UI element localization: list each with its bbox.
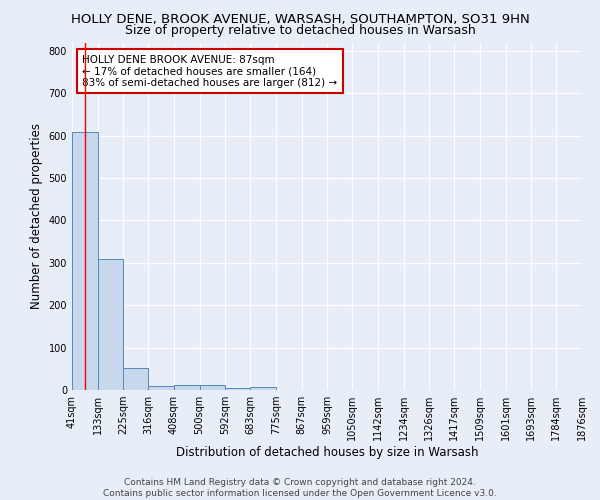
Text: HOLLY DENE BROOK AVENUE: 87sqm
← 17% of detached houses are smaller (164)
83% of: HOLLY DENE BROOK AVENUE: 87sqm ← 17% of … <box>82 54 337 88</box>
Bar <box>174 385 200 390</box>
Bar <box>123 368 148 390</box>
Bar <box>225 388 250 390</box>
Text: Contains HM Land Registry data © Crown copyright and database right 2024.
Contai: Contains HM Land Registry data © Crown c… <box>103 478 497 498</box>
Bar <box>250 386 276 390</box>
Bar <box>72 132 98 390</box>
Bar <box>200 385 225 390</box>
Bar <box>98 258 123 390</box>
Text: HOLLY DENE, BROOK AVENUE, WARSASH, SOUTHAMPTON, SO31 9HN: HOLLY DENE, BROOK AVENUE, WARSASH, SOUTH… <box>71 12 529 26</box>
Bar <box>148 386 174 390</box>
Text: Size of property relative to detached houses in Warsash: Size of property relative to detached ho… <box>125 24 475 37</box>
X-axis label: Distribution of detached houses by size in Warsash: Distribution of detached houses by size … <box>176 446 478 459</box>
Y-axis label: Number of detached properties: Number of detached properties <box>30 123 43 309</box>
